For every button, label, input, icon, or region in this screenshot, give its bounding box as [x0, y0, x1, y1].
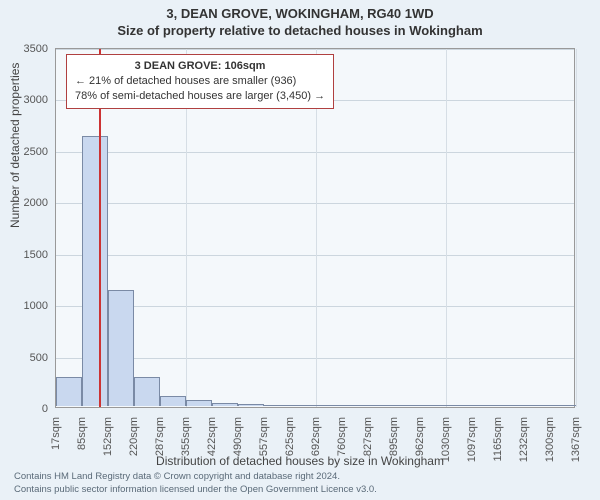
gridline-v: [446, 49, 447, 407]
xtick-label: 962sqm: [414, 417, 426, 456]
ytick-label: 3500: [8, 43, 48, 55]
footer-line2: Contains public sector information licen…: [14, 484, 377, 496]
info-box-line2: ← 21% of detached houses are smaller (93…: [75, 74, 325, 89]
histogram-bar: [420, 405, 446, 406]
histogram-bar: [56, 377, 82, 406]
footer-line1: Contains HM Land Registry data © Crown c…: [14, 471, 377, 483]
ytick-label: 2500: [8, 146, 48, 158]
xtick-label: 625sqm: [284, 417, 296, 456]
xtick-label: 220sqm: [128, 417, 140, 456]
footer: Contains HM Land Registry data © Crown c…: [14, 471, 377, 496]
xtick-label: 827sqm: [362, 417, 374, 456]
xtick-label: 557sqm: [258, 417, 270, 456]
x-axis-title: Distribution of detached houses by size …: [0, 454, 600, 468]
xtick-label: 760sqm: [336, 417, 348, 456]
histogram-bar: [342, 405, 368, 406]
gridline-h: [56, 152, 574, 153]
ytick-label: 1000: [8, 300, 48, 312]
ytick-label: 3000: [8, 94, 48, 106]
histogram-bar: [290, 405, 316, 406]
ytick-label: 2000: [8, 197, 48, 209]
xtick-label: 895sqm: [388, 417, 400, 456]
histogram-bar: [134, 377, 160, 406]
xtick-label: 692sqm: [310, 417, 322, 456]
gridline-h: [56, 49, 574, 50]
histogram-bar: [498, 405, 524, 406]
xtick-label: 490sqm: [232, 417, 244, 456]
info-box-line1: 3 DEAN GROVE: 106sqm: [75, 59, 325, 74]
histogram-bar: [212, 403, 238, 406]
histogram-bar: [238, 404, 264, 406]
page-title-subtitle: Size of property relative to detached ho…: [0, 21, 600, 38]
histogram-bar: [160, 396, 186, 406]
xtick-label: 152sqm: [102, 417, 114, 456]
gridline-h: [56, 255, 574, 256]
xtick-label: 355sqm: [180, 417, 192, 456]
gridline-h: [56, 203, 574, 204]
histogram-bar: [108, 290, 134, 406]
info-box-line3: 78% of semi-detached houses are larger (…: [75, 89, 325, 104]
histogram-bar: [394, 405, 420, 406]
histogram-bar: [472, 405, 498, 406]
histogram-bar: [446, 405, 472, 406]
ytick-label: 1500: [8, 249, 48, 261]
page-title-address: 3, DEAN GROVE, WOKINGHAM, RG40 1WD: [0, 0, 600, 21]
histogram-bar: [550, 405, 576, 406]
ytick-label: 0: [8, 403, 48, 415]
histogram-bar: [368, 405, 394, 406]
xtick-label: 287sqm: [154, 417, 166, 456]
chart-container: 3, DEAN GROVE, WOKINGHAM, RG40 1WD Size …: [0, 0, 600, 500]
gridline-v: [576, 49, 577, 407]
xtick-label: 17sqm: [50, 417, 62, 450]
histogram-bar: [82, 136, 108, 407]
histogram-bar: [186, 400, 212, 406]
histogram-bar: [316, 405, 342, 406]
histogram-bar: [264, 405, 290, 406]
xtick-label: 85sqm: [76, 417, 88, 450]
histogram-bar: [524, 405, 550, 406]
info-box: 3 DEAN GROVE: 106sqm ← 21% of detached h…: [66, 54, 334, 109]
xtick-label: 422sqm: [206, 417, 218, 456]
ytick-label: 500: [8, 352, 48, 364]
